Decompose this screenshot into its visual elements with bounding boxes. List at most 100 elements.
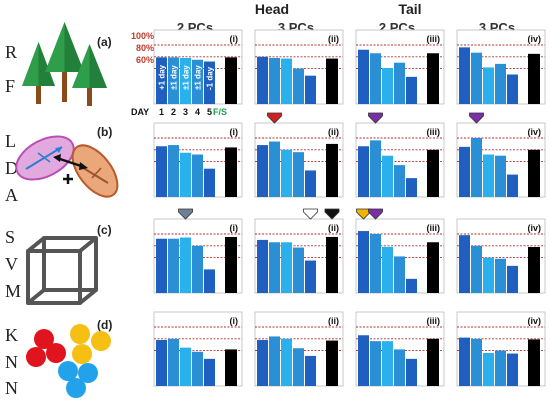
day-bar (495, 258, 506, 293)
day-bar (192, 351, 203, 386)
panel-label: (ii) (328, 127, 339, 137)
panel: (iv) (456, 311, 546, 387)
group-title-tail: Tail (398, 1, 421, 17)
fs-bar (528, 246, 540, 293)
day-number: 3 (183, 107, 188, 117)
panel: (iii) (355, 311, 445, 387)
fs-label: F/S (213, 107, 227, 117)
row-label-d: (d) (97, 318, 112, 332)
panel: (ii) (254, 29, 344, 105)
panel: +1 day ±1 day ±1 day ±1 day -1 day(i) (153, 29, 243, 105)
day-number: 2 (171, 107, 176, 117)
fs-bar (225, 236, 237, 293)
panel: (iv) (456, 112, 546, 198)
day-bar (305, 170, 316, 197)
trees-icon (22, 22, 107, 106)
panel-label: (i) (230, 316, 239, 326)
day-bar (358, 231, 369, 293)
day-bar (382, 68, 393, 104)
day-bar (406, 76, 417, 104)
panel-label: (iv) (528, 34, 542, 44)
panel-label: (iv) (528, 223, 542, 233)
axis-annotations: 100% 80% 60% DAY (131, 31, 154, 117)
fs-bar (326, 143, 338, 197)
bar-label: ±1 day (194, 65, 203, 90)
day-bar (257, 56, 268, 104)
fs-bar (225, 147, 237, 197)
day-bar (495, 155, 506, 197)
row-letter: M (5, 281, 21, 301)
day-bar (483, 352, 494, 386)
row-letter: S (5, 227, 15, 247)
day-bar (204, 269, 215, 293)
panel: (iv) (456, 29, 546, 105)
bar-label: +1 day (158, 64, 167, 90)
chart-panels: +1 day ±1 day ±1 day ±1 day -1 day(i) (ii) (ii… (153, 29, 546, 387)
day-bar (257, 339, 268, 386)
panel-label: (iv) (528, 316, 542, 326)
day-bar (168, 57, 179, 104)
lda-ellipses-icon (15, 135, 119, 198)
day-bar (156, 238, 167, 293)
day-bar (192, 59, 203, 104)
day-bar (483, 67, 494, 104)
day-bar (204, 168, 215, 197)
bar-label: ±1 day (182, 65, 191, 90)
day-bar (459, 146, 470, 197)
day-bar (507, 353, 518, 386)
arrow-marker (469, 112, 484, 124)
day-bar (459, 47, 470, 104)
day-bar (394, 349, 405, 386)
panel: (iii) (355, 112, 445, 198)
panel-label: (ii) (328, 316, 339, 326)
day-bar (507, 174, 518, 197)
day-bar (370, 234, 381, 293)
panel: (ii) (254, 208, 344, 294)
arrow-marker (368, 208, 383, 220)
day-bar (370, 53, 381, 104)
day-bar (459, 235, 470, 293)
day-bar (293, 247, 304, 293)
row-letter: A (5, 185, 18, 205)
day-bar (192, 245, 203, 293)
day-bar (168, 238, 179, 293)
day-bar (180, 237, 191, 293)
day-bar (305, 355, 316, 386)
day-bar (293, 348, 304, 386)
day-bar (471, 338, 482, 386)
day-bar (180, 152, 191, 197)
day-number: 4 (195, 107, 200, 117)
day-bar (281, 338, 292, 386)
day-bar (471, 52, 482, 104)
day-bar (204, 358, 215, 386)
panel-label: (i) (230, 127, 239, 137)
day-bar (471, 245, 482, 293)
day-number: 5 (207, 107, 212, 117)
day-bar (358, 49, 369, 104)
group-title-head: Head (255, 1, 289, 17)
day-bar (269, 57, 280, 104)
fs-bar (427, 53, 439, 104)
day-number: 1 (159, 107, 164, 117)
day-bar (358, 146, 369, 197)
panel: (i) (153, 208, 243, 294)
row-letter: N (5, 352, 18, 372)
day-bar (156, 57, 167, 104)
fs-bar (326, 340, 338, 386)
fs-bar (326, 58, 338, 104)
panel-label: (iii) (427, 316, 441, 326)
day-bar (382, 246, 393, 293)
day-bar (382, 155, 393, 197)
fs-bar (225, 57, 237, 104)
row-letters: R F L D A S V M K N N (5, 42, 21, 398)
fs-bar (326, 236, 338, 293)
day-bar (293, 152, 304, 197)
row-letter: N (5, 378, 18, 398)
clusters-icon (26, 324, 111, 398)
day-bar (370, 140, 381, 197)
tick-label-60: 60% (136, 55, 154, 65)
day-bar (305, 260, 316, 293)
row-label-a: (a) (97, 35, 112, 49)
day-bar (281, 149, 292, 197)
